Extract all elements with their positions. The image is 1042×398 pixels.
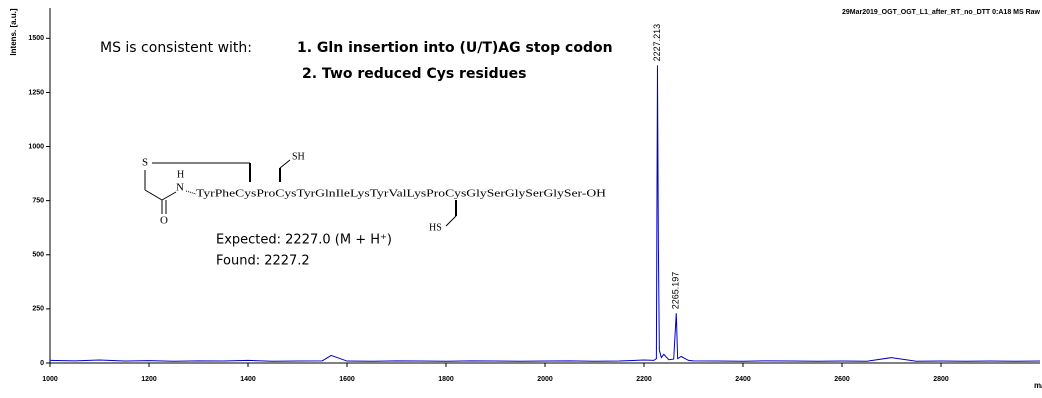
sequence: TyrPheCysProCysTyrGlnIleLysTyrValLysProC… — [196, 188, 606, 200]
x-tick-label: 2800 — [933, 376, 949, 383]
bond — [445, 215, 457, 227]
atom: S — [142, 157, 148, 169]
y-tick-label: 750 — [32, 197, 44, 204]
y-tick-label: 500 — [32, 252, 44, 259]
x-tick-label: 2400 — [735, 376, 751, 383]
x-tick-label: 1400 — [240, 376, 256, 383]
y-tick-label: 0 — [40, 360, 44, 367]
chart-title: 29Mar2019_OGT_OGT_L1_after_RT_no_DTT 0:A… — [842, 9, 1041, 16]
x-tick-label: 2000 — [537, 376, 553, 383]
bond — [185, 190, 197, 195]
x-tick-label: 2200 — [636, 376, 652, 383]
y-axis-label: Intens. [a.u.] — [9, 8, 18, 55]
spectrum-line — [49, 65, 1041, 362]
x-tick-label: 1200 — [141, 376, 157, 383]
annotation: 1. Gln insertion into (U/T)AG stop codon — [297, 40, 613, 56]
bond — [144, 189, 163, 201]
structure — [144, 159, 457, 227]
atom: H — [177, 169, 184, 180]
annotation: Found: 2227.2 — [216, 254, 310, 269]
annotation: Expected: 2227.0 (M + H⁺) — [216, 233, 392, 248]
y-tick-label: 250 — [32, 306, 44, 313]
bond — [161, 191, 177, 201]
atom: N — [176, 182, 184, 194]
peak-label: 2265.197 — [671, 272, 681, 310]
atom: HS — [429, 222, 442, 233]
atom: O — [160, 215, 168, 227]
peak-label: 2227.213 — [652, 24, 662, 62]
x-tick-label: 1000 — [42, 376, 58, 383]
x-tick-label: 2600 — [834, 376, 850, 383]
x-tick-label: 1600 — [339, 376, 355, 383]
y-tick-label: 1000 — [28, 143, 44, 150]
x-axis-label: m/z — [1034, 381, 1042, 390]
bond — [279, 159, 291, 169]
annotation: 2. Two reduced Cys residues — [302, 66, 526, 82]
y-tick-label: 1500 — [28, 35, 44, 42]
atom: SH — [292, 151, 305, 162]
y-tick-label: 1250 — [28, 89, 44, 96]
annotation: MS is consistent with: — [100, 40, 252, 56]
x-tick-label: 1800 — [438, 376, 454, 383]
